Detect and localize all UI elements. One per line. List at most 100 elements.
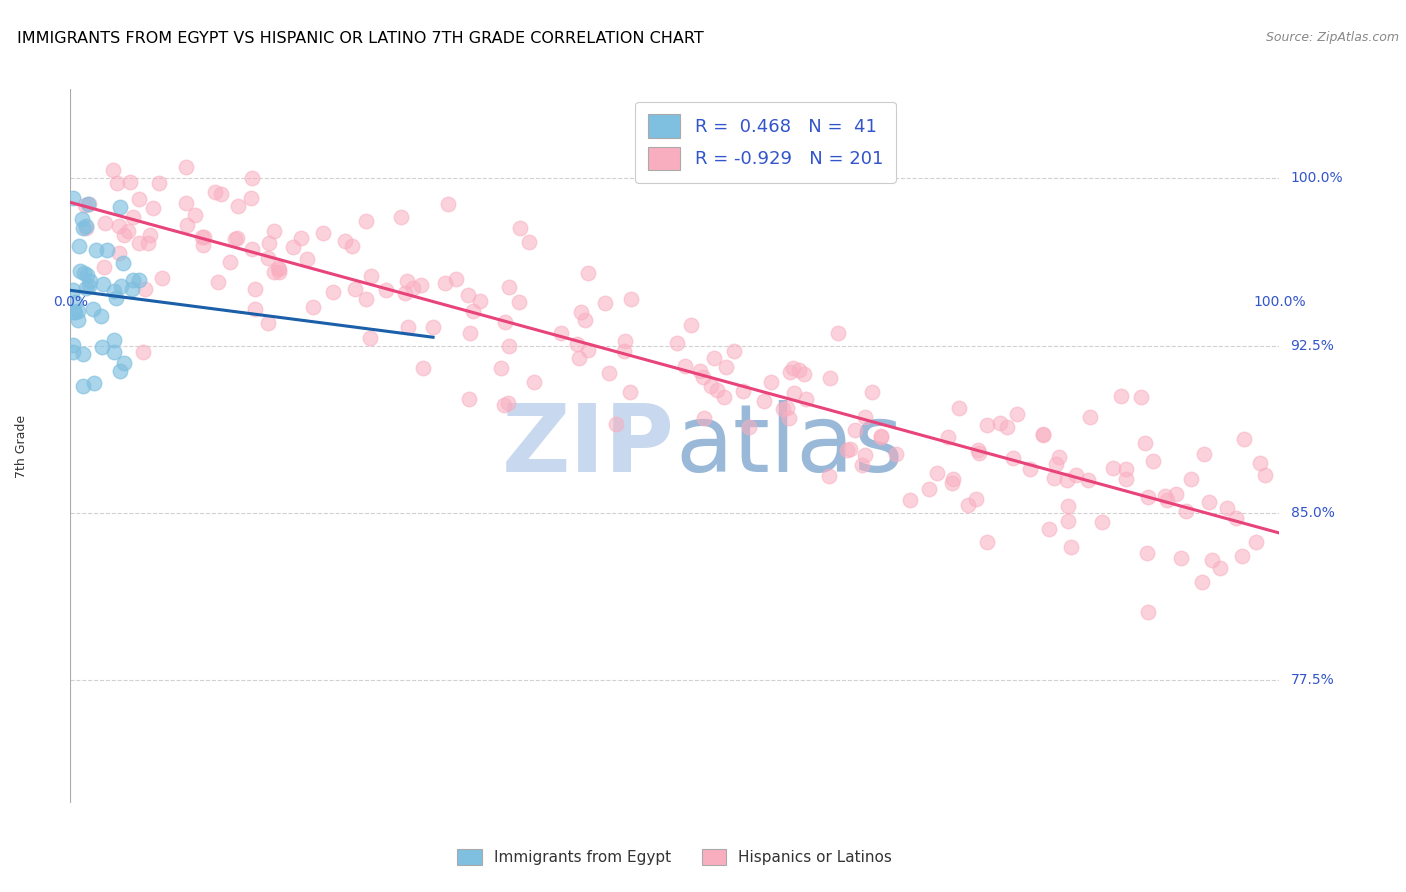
Point (706, 383, 728, 397)
Point (110, 278, 132, 293)
Point (1164, 487, 1187, 501)
Point (224, 232, 246, 246)
Point (340, 239, 363, 253)
Point (91, 340, 114, 354)
Point (65, 294, 87, 309)
Point (72, 379, 94, 393)
Point (218, 254, 240, 268)
Point (112, 228, 135, 243)
Point (976, 417, 998, 432)
Point (242, 243, 264, 257)
Point (700, 379, 723, 393)
Point (942, 472, 965, 486)
Point (374, 283, 396, 297)
Point (1047, 450, 1070, 464)
Point (1209, 561, 1232, 575)
Point (1077, 473, 1099, 487)
Point (568, 351, 591, 366)
Point (283, 240, 305, 254)
Point (1109, 389, 1132, 403)
Point (605, 417, 627, 431)
Text: IMMIGRANTS FROM EGYPT VS HISPANIC OR LATINO 7TH GRADE CORRELATION CHART: IMMIGRANTS FROM EGYPT VS HISPANIC OR LAT… (17, 31, 703, 46)
Point (703, 351, 725, 365)
Point (73, 198, 96, 212)
Point (108, 246, 131, 260)
Point (136, 235, 159, 250)
Point (574, 313, 596, 327)
Point (118, 175, 141, 189)
Point (354, 214, 377, 228)
Point (343, 282, 366, 296)
Point (290, 231, 312, 245)
Point (62, 338, 84, 352)
Point (193, 237, 215, 252)
Point (117, 224, 139, 238)
Point (1078, 409, 1101, 424)
Point (1019, 462, 1042, 476)
Point (77, 197, 100, 211)
Point (496, 395, 519, 409)
Point (103, 345, 125, 359)
Point (91, 277, 114, 291)
Point (1043, 471, 1066, 485)
Point (103, 333, 125, 347)
Point (396, 274, 419, 288)
Point (967, 443, 990, 458)
Point (63, 305, 86, 319)
Point (396, 319, 419, 334)
Point (422, 320, 444, 334)
Point (714, 360, 737, 375)
Point (1230, 549, 1253, 563)
Point (1156, 492, 1178, 507)
Point (614, 334, 637, 348)
Point (693, 411, 716, 425)
Point (79, 274, 101, 288)
Point (783, 385, 806, 400)
Text: 100.0%: 100.0% (1291, 171, 1343, 186)
Point (267, 261, 290, 276)
Point (1233, 432, 1256, 446)
Point (997, 420, 1019, 434)
Point (1191, 575, 1213, 590)
Point (62, 345, 84, 359)
Point (818, 469, 841, 483)
Point (489, 361, 512, 376)
Point (259, 236, 281, 251)
Point (70, 212, 93, 227)
Point (1032, 428, 1054, 442)
Point (870, 430, 893, 444)
Point (132, 344, 155, 359)
Point (844, 423, 866, 437)
Point (498, 279, 520, 293)
Point (966, 491, 988, 506)
Point (121, 282, 143, 296)
Point (494, 315, 516, 329)
Point (101, 163, 124, 178)
Text: 92.5%: 92.5% (1291, 339, 1334, 352)
Point (1216, 501, 1239, 516)
Point (523, 375, 546, 389)
Point (457, 392, 479, 406)
Point (779, 366, 801, 380)
Point (239, 191, 262, 205)
Point (204, 185, 226, 199)
Point (576, 343, 599, 357)
Point (723, 344, 745, 359)
Point (128, 235, 150, 250)
Point (898, 492, 921, 507)
Point (62, 283, 84, 297)
Point (433, 276, 456, 290)
Point (593, 296, 616, 310)
Point (226, 199, 249, 213)
Point (193, 229, 215, 244)
Point (437, 197, 460, 211)
Point (96, 244, 118, 258)
Point (1174, 504, 1197, 518)
Point (884, 447, 907, 461)
Point (75, 221, 97, 235)
Point (761, 375, 783, 389)
Point (860, 384, 883, 399)
Point (184, 209, 207, 223)
Point (141, 201, 163, 215)
Point (772, 401, 794, 416)
